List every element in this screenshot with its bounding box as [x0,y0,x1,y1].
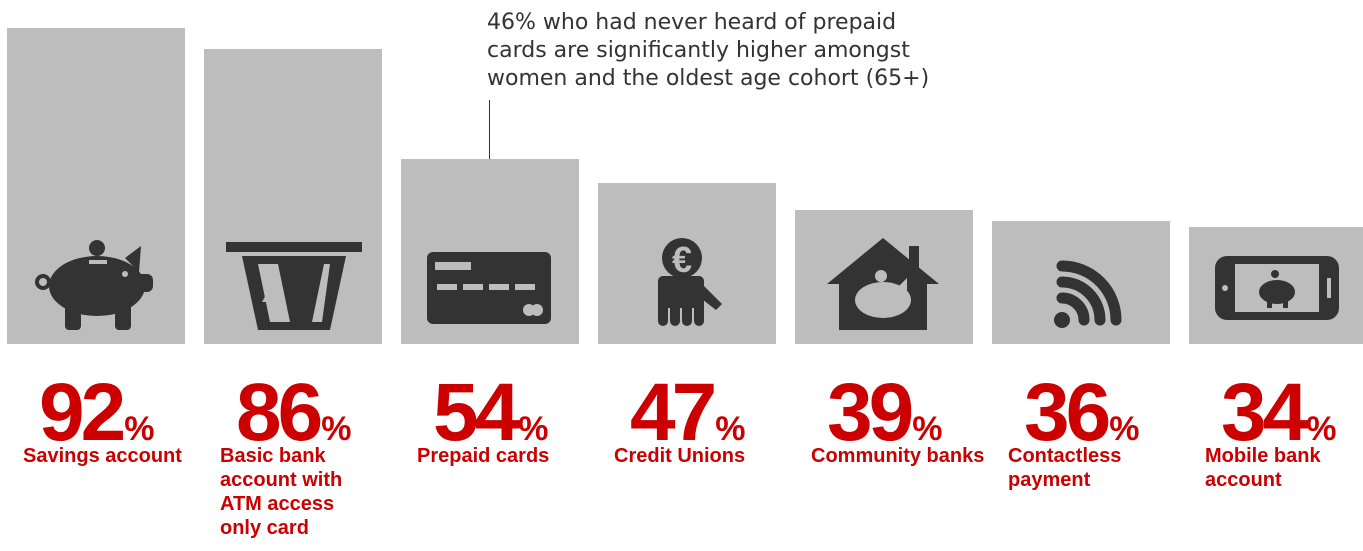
value-number: 54 [433,367,520,458]
category-label: Credit Unions [614,445,746,467]
category-label: Prepaid cards [417,445,550,467]
annotation-leader-line [489,100,490,182]
svg-text:€: € [672,239,692,280]
value-suffix: % [518,410,549,448]
credit-card-icon [427,252,551,324]
category-label: Basic bank account with ATM access only … [220,445,343,539]
category-label: Contactless payment [1008,445,1122,491]
value-number: 86 [236,367,323,458]
value-label: 39% [827,372,942,454]
value-label: 47% [630,372,745,454]
value-suffix: % [715,410,746,448]
piggy-bank-icon [35,240,153,330]
category-label: Savings account [23,445,182,467]
mobile-piggy-bank-icon [1215,256,1339,320]
value-suffix: % [1109,410,1140,448]
hand-euro-icon: € [658,238,722,326]
atm-card-icon [226,242,362,330]
value-suffix: % [124,410,155,448]
value-number: 92 [39,367,126,458]
value-suffix: % [912,410,943,448]
value-label: 36% [1024,372,1139,454]
house-piggy-bank-icon [827,238,939,330]
value-number: 36 [1024,367,1111,458]
category-label: Community banks [811,445,985,467]
value-label: 34% [1221,372,1336,454]
value-label: 92% [39,372,154,454]
value-suffix: % [321,410,352,448]
annotation-text: 46% who had never heard of prepaid cards… [487,10,930,91]
value-number: 34 [1221,367,1308,458]
value-label: 54% [433,372,548,454]
contactless-icon [1054,260,1122,328]
category-label: Mobile bank account [1205,445,1321,491]
value-number: 47 [630,367,717,458]
value-label: 86% [236,372,351,454]
value-number: 39 [827,367,914,458]
value-suffix: % [1306,410,1337,448]
